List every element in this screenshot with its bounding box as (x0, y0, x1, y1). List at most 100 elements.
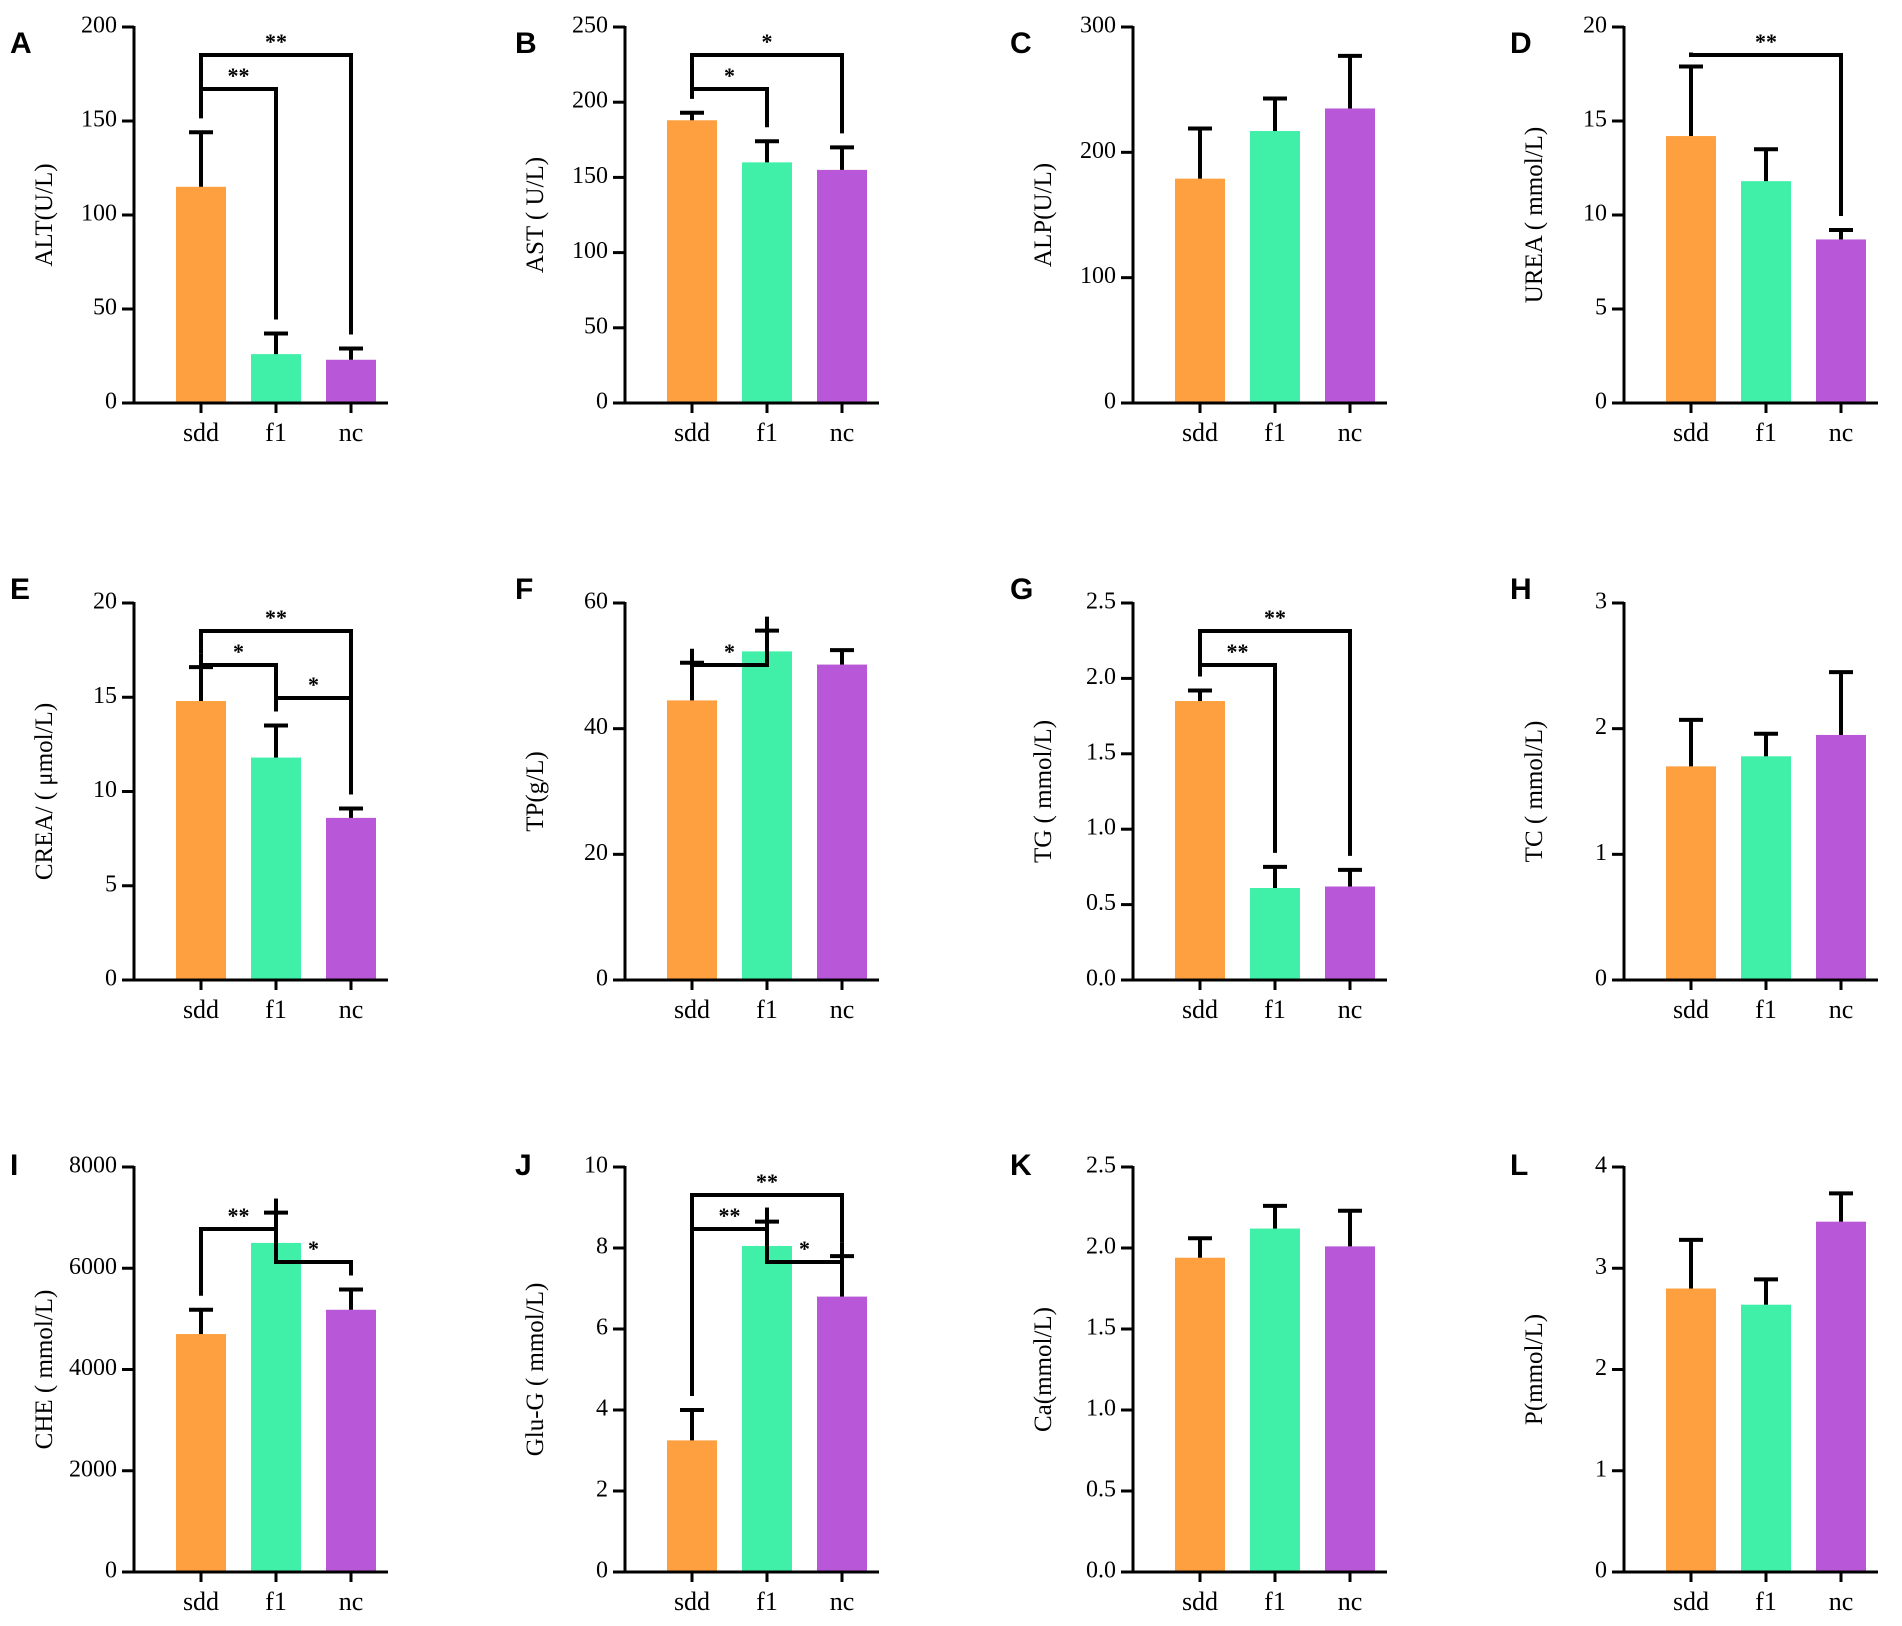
x-tick-label-f1: f1 (1264, 418, 1286, 447)
significance-label: * (308, 1236, 319, 1261)
x-tick-label-f1: f1 (1264, 995, 1286, 1024)
y-axis-title: CREA/ ( μmol/L) (31, 703, 58, 880)
significance-label: * (724, 63, 735, 88)
x-tick-label-f1: f1 (1755, 418, 1777, 447)
bar-f1 (251, 757, 301, 980)
x-tick-label-nc: nc (1338, 995, 1363, 1024)
x-tick-label-sdd: sdd (183, 418, 219, 447)
y-tick-label: 10 (1583, 201, 1607, 227)
y-tick-label: 60 (584, 589, 608, 615)
y-tick-label: 200 (572, 88, 608, 114)
x-tick-label-sdd: sdd (1673, 1587, 1709, 1616)
bar-nc (817, 664, 867, 980)
y-tick-label: 0 (1104, 389, 1116, 415)
y-tick-label: 8000 (69, 1153, 117, 1179)
x-tick-label-nc: nc (1829, 418, 1854, 447)
significance-label: ** (756, 1169, 778, 1194)
bar-nc (817, 1296, 867, 1572)
bar-nc (817, 169, 867, 403)
panel-a: A 0 50 100 150 200 sdd f1 nc ALT(U/L) ** ** (10, 13, 388, 447)
x-tick-label-nc: nc (339, 995, 364, 1024)
y-tick-label: 4000 (69, 1355, 117, 1381)
y-tick-label: 1.0 (1086, 815, 1116, 841)
bar-nc (1816, 734, 1866, 980)
significance-label: ** (228, 1203, 250, 1228)
y-tick-label: 100 (1080, 263, 1116, 289)
x-tick-label-f1: f1 (756, 418, 778, 447)
bar-sdd (667, 1440, 717, 1572)
y-tick-label: 15 (93, 683, 117, 709)
panel-letter: F (515, 573, 533, 606)
significance-label: ** (265, 29, 287, 54)
y-tick-label: 50 (93, 295, 117, 321)
significance-bracket (690, 87, 769, 128)
x-tick-label-f1: f1 (1755, 1587, 1777, 1616)
x-tick-label-nc: nc (830, 1587, 855, 1616)
x-tick-label-sdd: sdd (674, 418, 710, 447)
y-axis-title: ALT(U/L) (31, 163, 58, 266)
bar-f1 (1741, 181, 1791, 403)
y-tick-label: 200 (1080, 138, 1116, 164)
significance-label: ** (228, 63, 250, 88)
y-axis-title: TG ( mmol/L) (1030, 720, 1057, 863)
bar-sdd (1666, 136, 1716, 404)
y-tick-label: 0 (596, 966, 608, 992)
y-tick-label: 50 (584, 313, 608, 339)
x-tick-label-sdd: sdd (183, 995, 219, 1024)
y-tick-label: 40 (584, 714, 608, 740)
y-tick-label: 2.5 (1086, 589, 1116, 615)
significance-bracket (199, 53, 353, 335)
y-axis-title: TC ( mmol/L) (1521, 721, 1548, 863)
bar-f1 (742, 1245, 792, 1572)
x-tick-label-sdd: sdd (674, 1587, 710, 1616)
panel-d: D 0 5 10 15 20 sdd f1 nc UREA ( mmol/L) ** (1510, 13, 1878, 447)
panel-h: H 0 1 2 3 sdd f1 nc TC ( mmol/L) (1510, 573, 1878, 1024)
significance-label: * (799, 1236, 810, 1261)
x-tick-label-nc: nc (339, 1587, 364, 1616)
panel-l: L 0 1 2 3 4 sdd f1 nc P(mmol/L) (1510, 1149, 1878, 1616)
bar-nc (1325, 1246, 1375, 1572)
x-tick-label-nc: nc (1829, 1587, 1854, 1616)
significance-label: ** (1227, 639, 1249, 664)
significance-bracket (199, 87, 278, 320)
panel-letter: A (10, 27, 32, 60)
x-tick-label-nc: nc (1338, 1587, 1363, 1616)
panel-letter: K (1010, 1149, 1032, 1182)
significance-bracket (1198, 663, 1277, 853)
significance-bracket (1689, 52, 1843, 217)
bar-nc (1325, 886, 1375, 980)
x-tick-label-sdd: sdd (674, 995, 710, 1024)
y-tick-label: 0 (105, 966, 117, 992)
y-tick-label: 2.0 (1086, 1234, 1116, 1260)
y-tick-label: 2.5 (1086, 1153, 1116, 1179)
y-tick-label: 250 (572, 13, 608, 39)
x-tick-label-sdd: sdd (1673, 995, 1709, 1024)
significance-label: * (724, 639, 735, 664)
y-tick-label: 20 (584, 840, 608, 866)
y-tick-label: 150 (572, 163, 608, 189)
significance-label: * (233, 639, 244, 664)
x-tick-label-sdd: sdd (183, 1587, 219, 1616)
y-axis-title: P(mmol/L) (1521, 1314, 1548, 1425)
bar-f1 (1250, 888, 1300, 980)
bar-f1 (1250, 131, 1300, 403)
y-tick-label: 1.5 (1086, 739, 1116, 765)
bar-nc (1816, 1221, 1866, 1572)
bar-nc (1816, 239, 1866, 403)
x-tick-label-sdd: sdd (1182, 995, 1218, 1024)
bar-sdd (1175, 1257, 1225, 1572)
bar-f1 (742, 162, 792, 403)
y-tick-label: 0 (105, 389, 117, 415)
y-tick-label: 1 (1595, 1456, 1607, 1482)
x-tick-label-f1: f1 (1264, 1587, 1286, 1616)
x-tick-label-nc: nc (830, 418, 855, 447)
panel-f: F 0 20 40 60 sdd f1 nc TP(g/L) * (515, 573, 879, 1024)
x-tick-label-f1: f1 (265, 1587, 287, 1616)
y-tick-label: 8 (596, 1234, 608, 1260)
y-tick-label: 20 (93, 589, 117, 615)
significance-bracket (199, 653, 278, 712)
x-tick-label-sdd: sdd (1673, 418, 1709, 447)
panel-letter: G (1010, 573, 1033, 606)
